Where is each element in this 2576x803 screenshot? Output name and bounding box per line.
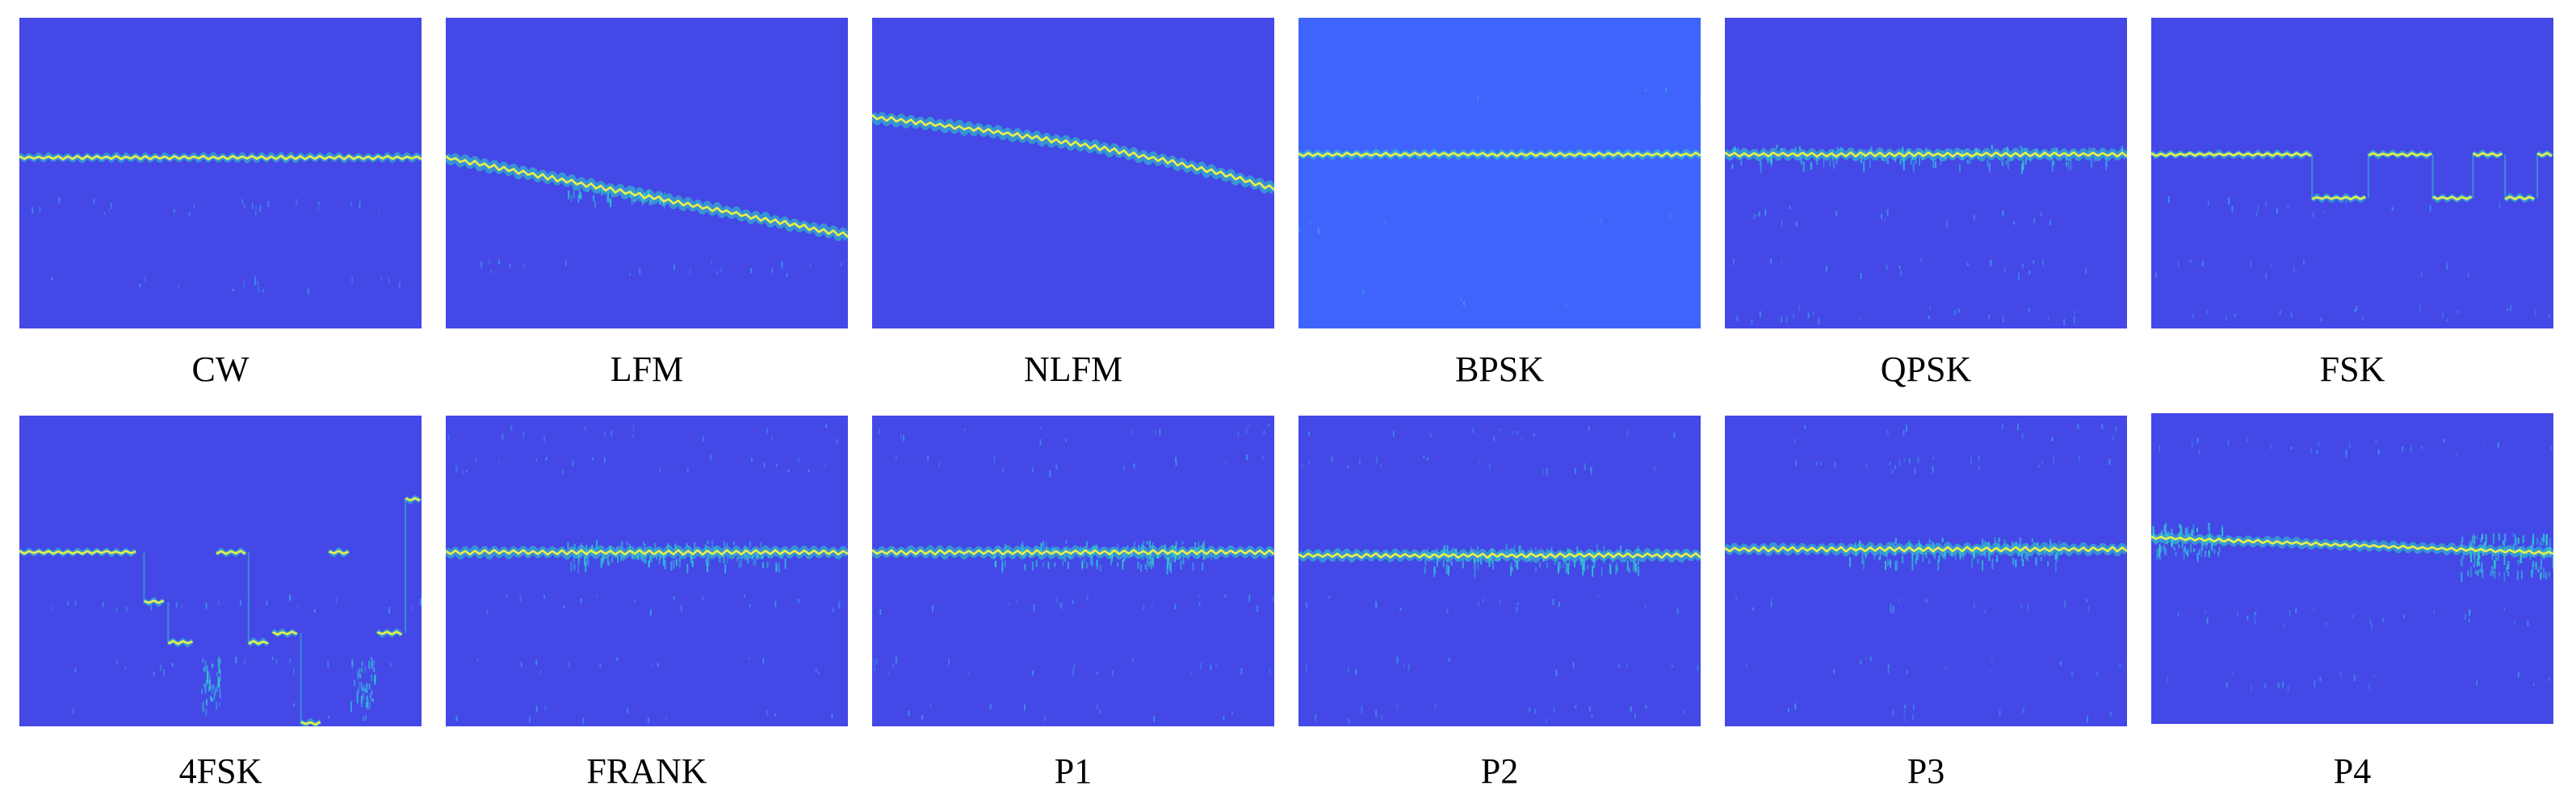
phase-code-trace — [1298, 548, 1701, 563]
noise-speckles — [447, 424, 841, 725]
cw-tone-trace — [19, 152, 422, 164]
spectrogram-background — [2151, 18, 2553, 328]
spectrogram-background — [1725, 18, 2127, 328]
panel-qpsk — [1725, 18, 2127, 328]
panel-caption: FSK — [2319, 349, 2385, 389]
frequency-hop-segment — [215, 547, 247, 558]
spectrogram-background — [1298, 18, 1701, 328]
spectrogram-background — [1298, 416, 1701, 726]
frequency-hop-segment — [327, 547, 350, 558]
panel-caption: BPSK — [1454, 349, 1545, 389]
panel-p4 — [2151, 413, 2553, 724]
panel-caption: P2 — [1480, 751, 1519, 791]
qpsk-trace — [1725, 147, 2127, 162]
panel-caption: LFM — [610, 349, 684, 389]
p4-trace — [2151, 532, 2553, 558]
frequency-hop-segment — [166, 638, 195, 647]
noise-speckles — [31, 197, 401, 295]
frequency-hop-segment — [2471, 149, 2504, 159]
panel-caption: FRANK — [586, 751, 707, 791]
spectrogram-nlfm — [872, 18, 1274, 328]
frequency-hop-segment — [2431, 194, 2473, 203]
phase-code-trace — [872, 545, 1274, 560]
spectrogram-frank — [446, 416, 848, 726]
frequency-hop-segment — [299, 718, 322, 726]
spectrogram-p3 — [1725, 416, 2127, 726]
spectrogram-bpsk — [1298, 18, 1701, 328]
frequency-hop-segment — [2536, 150, 2553, 159]
noise-speckles — [2159, 437, 2553, 692]
panel-caption: CW — [191, 349, 250, 389]
frequency-hop-segment — [375, 628, 404, 638]
spectrogram-background — [872, 416, 1274, 726]
panel-lfm — [446, 18, 848, 328]
panel-bpsk — [1298, 18, 1701, 328]
nlfm-chirp-trace — [872, 111, 1274, 194]
noise-speckles — [1735, 423, 2121, 723]
noise-speckles — [1732, 206, 2087, 326]
frequency-hop-segment — [2310, 193, 2367, 203]
phase-code-trace — [1725, 542, 2127, 557]
frequency-hop-segment — [19, 547, 137, 558]
spectrogram-qpsk — [1725, 18, 2127, 328]
frequency-hop-segment — [2151, 149, 2313, 160]
frequency-hop-segment — [2503, 193, 2536, 203]
frequency-hop-segment — [246, 638, 270, 647]
spectrogram-p1 — [872, 416, 1274, 726]
panel-caption: P4 — [2333, 751, 2372, 791]
phase-code-trace — [446, 545, 848, 560]
panel-caption: QPSK — [1880, 349, 1972, 389]
panel-frank — [446, 416, 848, 726]
bpsk-trace — [1298, 148, 1701, 161]
panel-caption: 4FSK — [178, 751, 262, 791]
spectrogram-background — [19, 18, 422, 328]
spectrogram-lfm — [446, 18, 848, 328]
panel-caption: NLFM — [1023, 349, 1123, 389]
panel-p2 — [1298, 416, 1701, 726]
noise-speckles — [873, 424, 1274, 722]
panel-p3 — [1725, 416, 2127, 726]
panel-cw — [19, 18, 422, 328]
panel-p1 — [872, 416, 1274, 726]
spectrogram-fsk — [2151, 18, 2553, 328]
modulation-spread — [201, 656, 221, 713]
spectrogram-p4 — [2151, 413, 2553, 724]
spectrogram-4fsk — [19, 416, 422, 726]
noise-speckles — [480, 258, 842, 278]
spectrogram-background — [1725, 416, 2127, 726]
modulation-spread — [350, 657, 376, 713]
frequency-hop-segment — [404, 495, 422, 504]
panel-caption: P1 — [1054, 751, 1093, 791]
spectrogram-cw — [19, 18, 422, 328]
panel-4fsk — [19, 416, 422, 726]
spectrogram-background — [2151, 413, 2553, 724]
panel-nlfm — [872, 18, 1274, 328]
panel-fsk — [2151, 18, 2553, 328]
panel-caption: P3 — [1907, 751, 1945, 791]
noise-speckles — [1302, 425, 1699, 725]
frequency-hop-segment — [2366, 149, 2433, 160]
lfm-chirp-trace — [446, 153, 848, 241]
frequency-hop-segment — [142, 597, 166, 607]
spectrogram-background — [446, 416, 848, 726]
spectrogram-p2 — [1298, 416, 1701, 726]
frequency-hop-segment — [271, 628, 299, 638]
noise-speckles — [2155, 196, 2550, 322]
noise-speckles — [1298, 87, 1701, 307]
